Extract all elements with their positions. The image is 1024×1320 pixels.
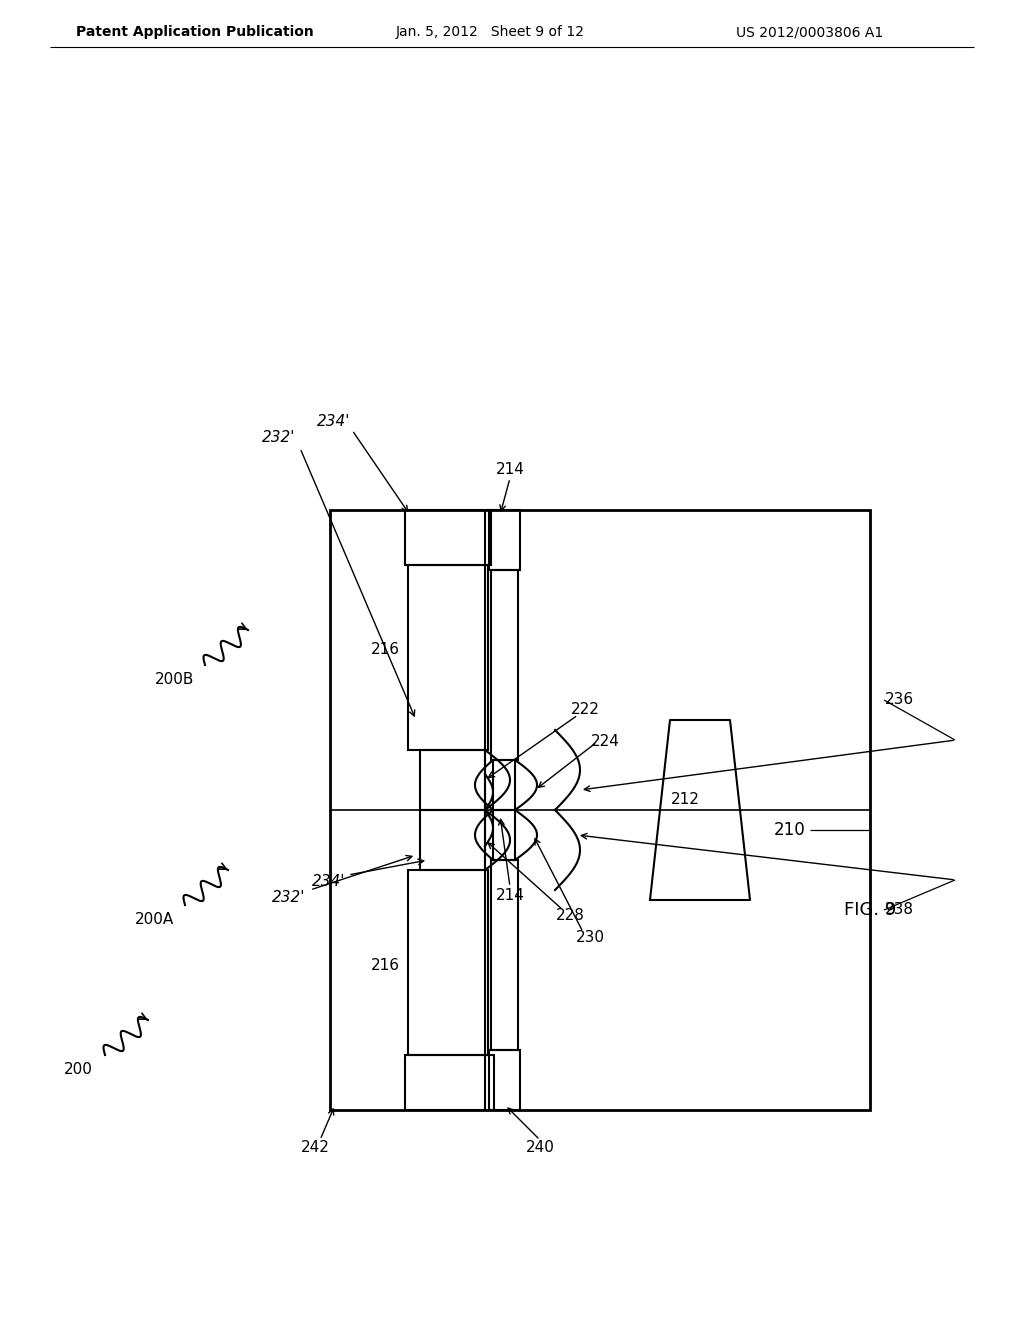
- Text: 228: 228: [556, 908, 585, 923]
- Text: 212: 212: [671, 792, 699, 808]
- Bar: [330, 510, 870, 1110]
- Bar: [489, 1049, 520, 1110]
- Text: 214: 214: [496, 887, 524, 903]
- Bar: [408, 565, 488, 750]
- Text: 234': 234': [316, 414, 350, 429]
- Text: 214: 214: [496, 462, 524, 478]
- Bar: [490, 570, 518, 760]
- Bar: [406, 510, 490, 565]
- Bar: [489, 510, 520, 570]
- Bar: [493, 760, 515, 810]
- Text: 234': 234': [311, 874, 345, 890]
- Text: 238: 238: [885, 903, 914, 917]
- Text: 200A: 200A: [135, 912, 175, 928]
- Text: 216: 216: [371, 957, 399, 973]
- Text: FIG. 9: FIG. 9: [844, 902, 896, 919]
- Text: 240: 240: [525, 1140, 554, 1155]
- Text: Jan. 5, 2012   Sheet 9 of 12: Jan. 5, 2012 Sheet 9 of 12: [395, 25, 585, 40]
- Text: 232': 232': [261, 430, 295, 446]
- Bar: [408, 870, 488, 1055]
- Bar: [490, 861, 518, 1049]
- Text: 236: 236: [885, 693, 914, 708]
- Text: 232': 232': [271, 891, 305, 906]
- Text: 200B: 200B: [156, 672, 195, 688]
- Text: 210: 210: [774, 821, 806, 840]
- Text: 224: 224: [591, 734, 620, 750]
- Bar: [493, 810, 515, 861]
- Text: 216: 216: [371, 643, 399, 657]
- Bar: [406, 1055, 494, 1110]
- Text: 242: 242: [301, 1140, 330, 1155]
- Text: 222: 222: [570, 702, 599, 718]
- Text: Patent Application Publication: Patent Application Publication: [76, 25, 314, 40]
- Bar: [420, 750, 485, 810]
- Text: US 2012/0003806 A1: US 2012/0003806 A1: [736, 25, 884, 40]
- Bar: [420, 810, 485, 870]
- Text: 230: 230: [575, 931, 604, 945]
- Text: 200: 200: [63, 1063, 92, 1077]
